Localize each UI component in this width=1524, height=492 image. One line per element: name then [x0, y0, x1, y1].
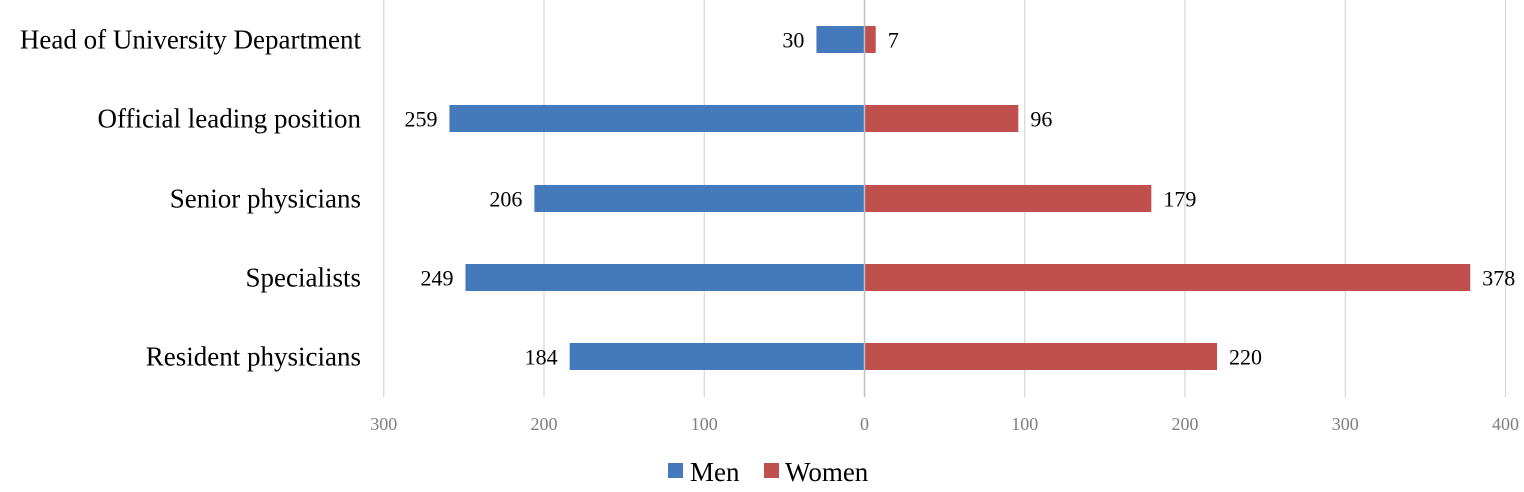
- x-tick-label: 0: [860, 414, 869, 434]
- legend-swatch: [764, 463, 779, 478]
- data-label-men: 184: [525, 345, 558, 370]
- data-label-men: 259: [404, 107, 437, 132]
- legend: Men Women: [668, 457, 869, 487]
- value-labels: 30 259 206 249 184 7 96 179 378 220: [404, 28, 1515, 370]
- bar-women-official-leading-position: [864, 105, 1019, 132]
- data-label-women: 7: [888, 28, 899, 53]
- bar-women-head-of-university-department: [864, 26, 876, 53]
- data-label-men: 206: [489, 187, 522, 212]
- legend-item-men: Men: [668, 457, 740, 487]
- legend-label: Women: [785, 457, 869, 487]
- category-label: Senior physicians: [170, 184, 361, 214]
- bars: [449, 26, 1471, 370]
- data-label-men: 30: [782, 28, 804, 53]
- bar-men-senior-physicians: [534, 185, 865, 212]
- category-label: Head of University Department: [20, 25, 362, 55]
- x-tick-label: 200: [531, 414, 558, 434]
- legend-label: Men: [690, 457, 740, 487]
- x-tick-label: 100: [691, 414, 718, 434]
- x-tick-label: 300: [1332, 414, 1359, 434]
- data-label-men: 249: [420, 266, 453, 291]
- bar-men-head-of-university-department: [816, 26, 865, 53]
- x-tick-label: 100: [1011, 414, 1038, 434]
- bar-men-resident-physicians: [569, 343, 865, 370]
- bar-men-specialists: [465, 264, 865, 291]
- x-axis-ticks: 300 200 100 0 100 200 300 400: [370, 414, 1519, 434]
- category-label: Official leading position: [98, 104, 362, 134]
- bar-women-specialists: [864, 264, 1471, 291]
- bar-women-resident-physicians: [864, 343, 1218, 370]
- category-label: Resident physicians: [146, 342, 361, 372]
- x-tick-label: 300: [370, 414, 397, 434]
- bar-men-official-leading-position: [449, 105, 865, 132]
- data-label-women: 96: [1030, 107, 1052, 132]
- legend-item-women: Women: [764, 457, 869, 487]
- x-tick-label: 200: [1172, 414, 1199, 434]
- category-labels: Head of University Department Official le…: [20, 25, 362, 372]
- bar-women-senior-physicians: [864, 185, 1152, 212]
- legend-swatch: [668, 463, 683, 478]
- data-label-women: 378: [1482, 266, 1515, 291]
- category-label: Specialists: [246, 263, 362, 293]
- data-label-women: 220: [1229, 345, 1262, 370]
- data-label-women: 179: [1163, 187, 1196, 212]
- x-tick-label: 400: [1492, 414, 1519, 434]
